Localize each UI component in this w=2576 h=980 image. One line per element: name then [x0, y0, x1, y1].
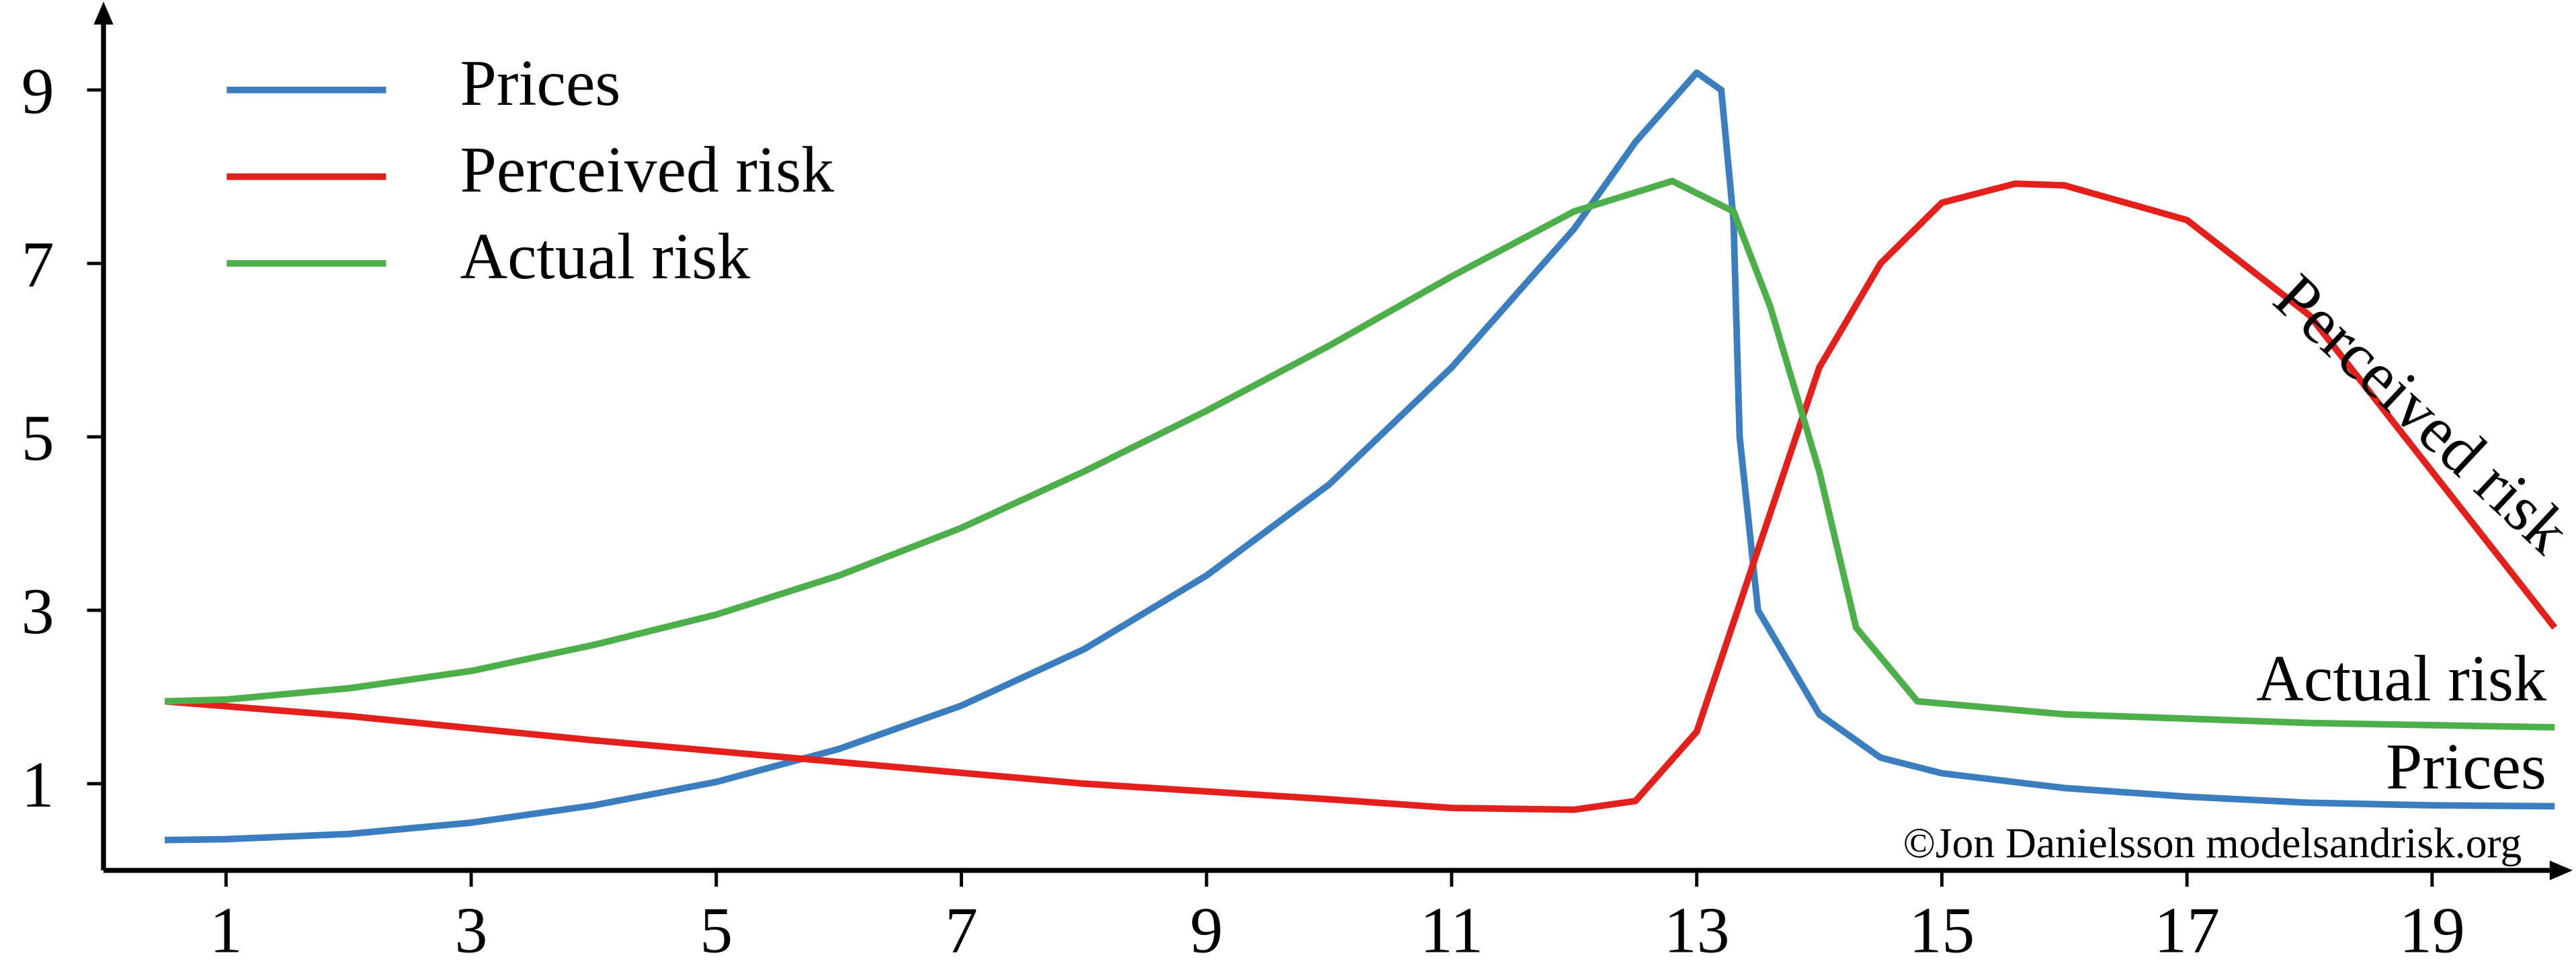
series-line	[164, 180, 2558, 813]
annotation: Prices	[2386, 731, 2546, 803]
legend-label: Perceived risk	[460, 134, 834, 206]
y-tick-label: 7	[22, 229, 54, 301]
x-tick-label: 13	[1664, 895, 1730, 967]
y-tick-label: 1	[22, 749, 54, 821]
x-tick-label: 5	[700, 895, 733, 967]
series-line	[165, 69, 2555, 844]
x-tick-label: 11	[1420, 895, 1483, 967]
x-tick-label: 17	[2154, 895, 2220, 967]
axes	[93, 1, 2573, 881]
annotation: Actual risk	[2256, 643, 2546, 715]
legend-label: Actual risk	[460, 220, 750, 293]
legend-label: Prices	[460, 47, 620, 120]
x-tick-label: 15	[1909, 895, 1975, 967]
y-tick-label: 5	[22, 402, 54, 475]
annotation: Perceived risk	[2260, 261, 2576, 568]
copyright: ©Jon Danielsson modelsandrisk.org	[1903, 819, 2522, 867]
series-line	[165, 177, 2555, 731]
x-tick-label: 1	[210, 895, 243, 967]
x-tick-label: 7	[945, 895, 978, 967]
x-tick-label: 9	[1190, 895, 1223, 967]
y-arrow	[93, 1, 114, 25]
y-tick-label: 9	[22, 55, 54, 128]
x-tick-label: 19	[2399, 895, 2465, 967]
y-tick-label: 3	[22, 575, 54, 648]
x-tick-label: 3	[455, 895, 488, 967]
x-arrow	[2549, 860, 2573, 881]
